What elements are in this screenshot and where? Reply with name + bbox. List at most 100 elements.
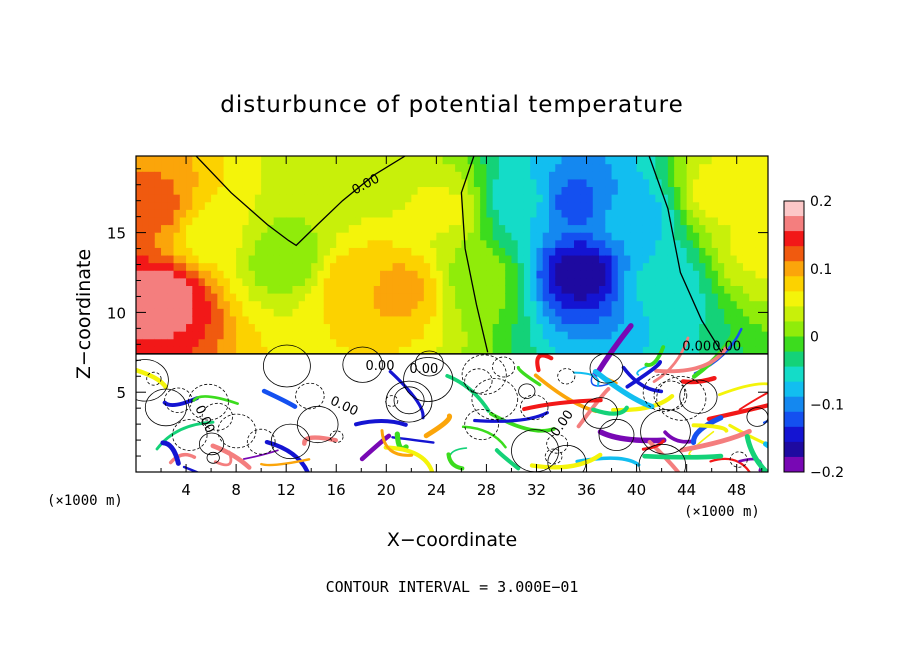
field-cell bbox=[749, 216, 757, 226]
field-cell bbox=[480, 262, 488, 271]
field-cell bbox=[523, 163, 531, 172]
field-cell bbox=[448, 163, 456, 172]
field-cell bbox=[198, 277, 206, 286]
field-cell bbox=[461, 201, 469, 210]
field-cell bbox=[329, 201, 337, 210]
field-cell bbox=[430, 178, 437, 188]
field-cell bbox=[667, 171, 675, 180]
field-cell bbox=[304, 293, 312, 302]
field-cell bbox=[511, 156, 519, 165]
field-cell bbox=[448, 323, 456, 332]
field-cell bbox=[392, 186, 400, 195]
field-cell bbox=[605, 285, 613, 294]
field-cell bbox=[624, 163, 631, 172]
field-cell bbox=[254, 262, 262, 271]
field-cell bbox=[492, 232, 500, 241]
field-cell bbox=[717, 163, 725, 172]
field-cell bbox=[692, 293, 700, 302]
field-cell bbox=[636, 293, 644, 302]
field-cell bbox=[430, 163, 437, 172]
field-cell bbox=[380, 209, 387, 218]
field-cell bbox=[655, 209, 663, 218]
field-cell bbox=[142, 247, 150, 256]
field-cell bbox=[211, 156, 218, 165]
field-cell bbox=[742, 156, 750, 165]
field-cell bbox=[298, 201, 306, 210]
field-cell bbox=[630, 194, 638, 203]
field-cell bbox=[674, 262, 681, 271]
field-cell bbox=[423, 346, 431, 355]
field-cell bbox=[605, 277, 613, 286]
turbulent-filament bbox=[359, 433, 392, 462]
field-cell bbox=[242, 300, 250, 309]
field-cell bbox=[198, 224, 206, 233]
field-cell bbox=[548, 209, 556, 218]
field-cell bbox=[430, 315, 437, 325]
field-cell bbox=[223, 346, 231, 355]
field-cell bbox=[661, 186, 669, 195]
field-cell bbox=[355, 293, 362, 302]
field-cell bbox=[630, 323, 638, 332]
field-cell bbox=[367, 232, 375, 241]
field-cell bbox=[336, 163, 344, 172]
field-cell bbox=[542, 239, 550, 248]
field-cell bbox=[448, 277, 456, 286]
field-cell bbox=[630, 247, 638, 256]
field-cell bbox=[380, 186, 387, 195]
field-cell bbox=[154, 315, 162, 325]
field-cell bbox=[242, 239, 250, 248]
field-cell bbox=[286, 338, 294, 347]
field-cell bbox=[624, 293, 631, 302]
field-cell bbox=[279, 270, 287, 279]
field-cell bbox=[248, 156, 256, 165]
field-cell bbox=[405, 171, 412, 180]
field-cell bbox=[736, 247, 744, 256]
field-cell bbox=[217, 262, 225, 271]
field-cell bbox=[355, 270, 362, 279]
field-cell bbox=[455, 262, 462, 271]
field-cell bbox=[198, 239, 206, 248]
field-cell bbox=[254, 323, 262, 332]
field-cell bbox=[642, 323, 650, 332]
turbulent-filament bbox=[388, 370, 425, 420]
field-cell bbox=[611, 156, 619, 165]
field-cell bbox=[705, 186, 713, 195]
field-cell bbox=[517, 201, 525, 210]
field-cell bbox=[211, 232, 218, 241]
field-cell bbox=[292, 323, 300, 332]
field-cell bbox=[373, 262, 381, 271]
field-cell bbox=[254, 186, 262, 195]
field-cell bbox=[461, 300, 469, 309]
field-cell bbox=[392, 262, 400, 271]
field-cell bbox=[517, 194, 525, 203]
field-cell bbox=[749, 331, 757, 340]
field-cell bbox=[711, 156, 719, 165]
field-cell bbox=[592, 216, 600, 226]
field-cell bbox=[736, 216, 744, 226]
field-cell bbox=[467, 346, 475, 355]
field-cell bbox=[642, 156, 650, 165]
field-cell bbox=[517, 178, 525, 188]
field-cell bbox=[386, 315, 394, 325]
field-cell bbox=[667, 346, 675, 355]
field-cell bbox=[317, 178, 325, 188]
field-cell bbox=[548, 239, 556, 248]
contour-loop bbox=[557, 368, 576, 385]
field-cell bbox=[254, 224, 262, 233]
contour-loop bbox=[642, 373, 686, 412]
plot-frame bbox=[135, 155, 769, 473]
field-cell bbox=[742, 323, 750, 332]
field-cell bbox=[348, 285, 356, 294]
field-cell bbox=[198, 323, 206, 332]
field-cell bbox=[617, 232, 625, 241]
field-cell bbox=[355, 308, 362, 317]
field-cell bbox=[617, 277, 625, 286]
field-cell bbox=[261, 277, 269, 286]
field-cell bbox=[355, 178, 362, 188]
turbulent-filament bbox=[136, 367, 168, 390]
field-cell bbox=[179, 323, 187, 332]
field-cell bbox=[348, 323, 356, 332]
field-cell bbox=[486, 247, 494, 256]
field-cell bbox=[348, 315, 356, 325]
field-cell bbox=[561, 331, 569, 340]
